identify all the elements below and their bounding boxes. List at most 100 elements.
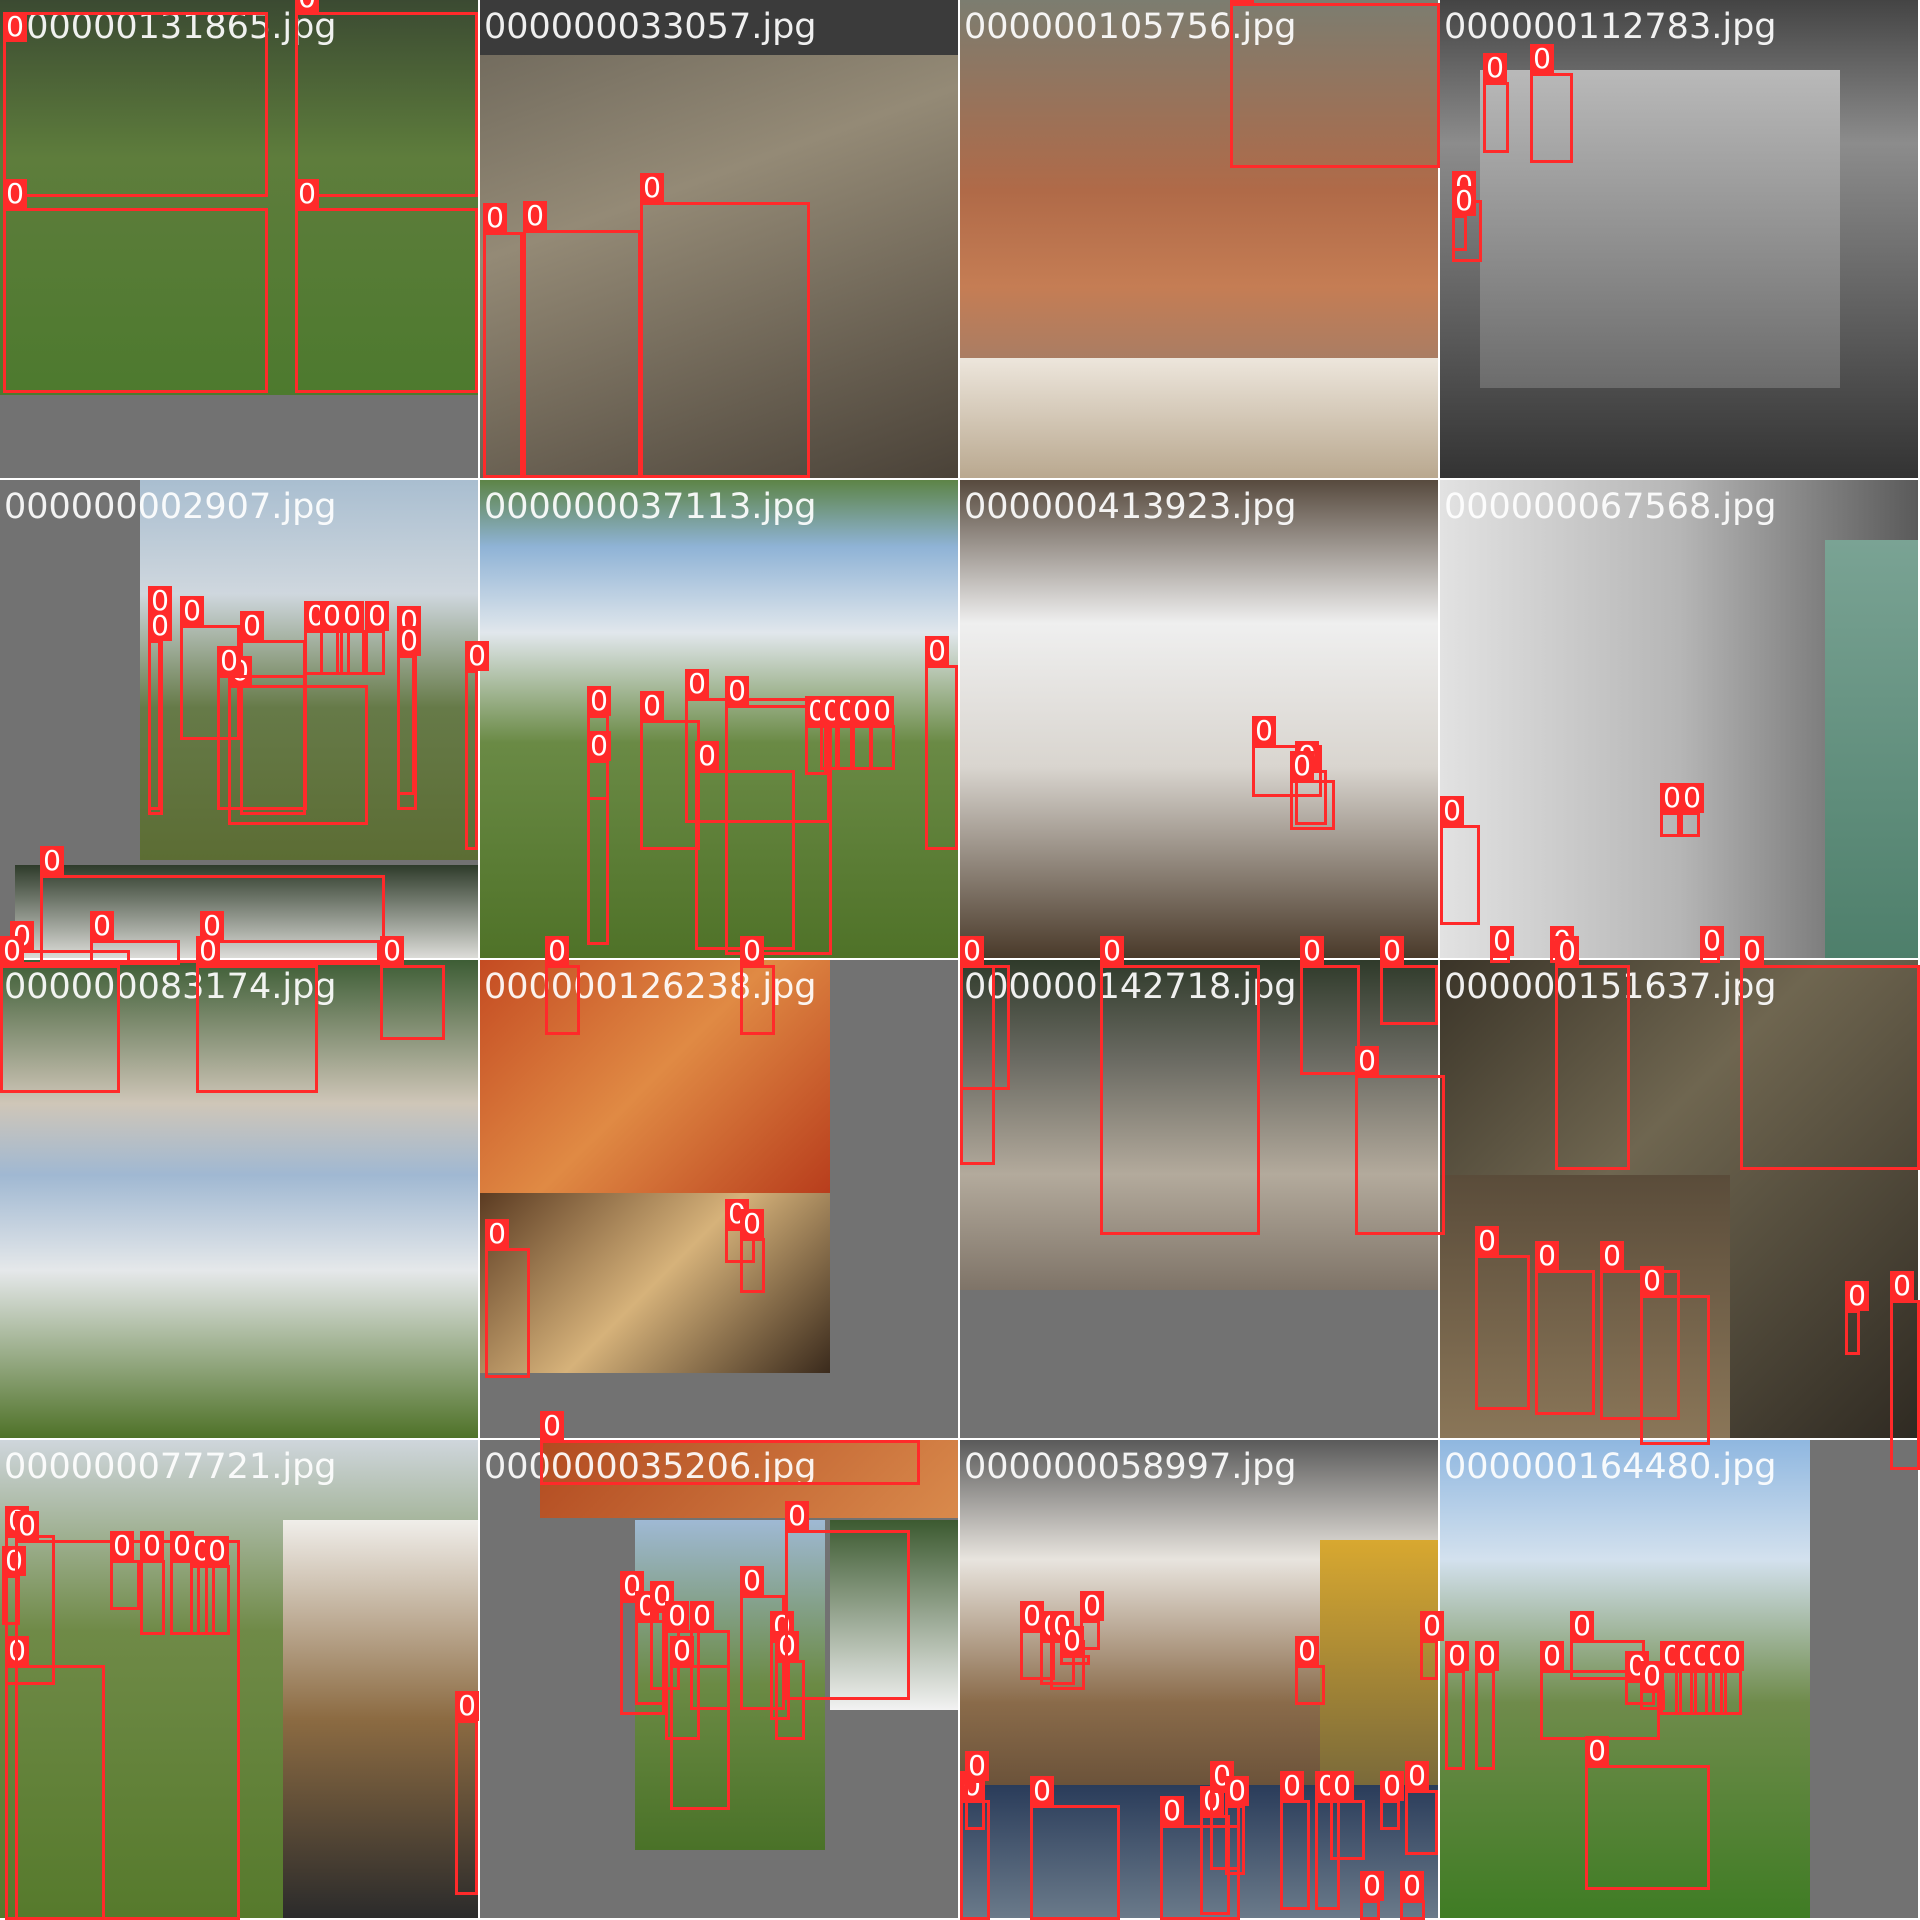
detection-class-label: 0 (740, 1209, 764, 1239)
detection-box: 0 (295, 179, 478, 393)
detection-class-label: 0 (40, 846, 64, 876)
detection-box: 0 (1720, 1641, 1744, 1715)
detection-class-label: 0 (1540, 1641, 1564, 1671)
detection-class-label: 0 (15, 1511, 39, 1541)
detection-box: 0 (1330, 1771, 1365, 1860)
detection-box: 0 (1400, 1871, 1425, 1920)
mosaic-tile: 000000067568.jpg (1440, 480, 1918, 958)
detection-box: 0 (200, 911, 380, 965)
detection-box: 0 (1060, 1626, 1090, 1665)
image-crop (140, 480, 478, 860)
detection-box: 0 (1300, 936, 1360, 1075)
detection-class-label: 0 (148, 611, 172, 641)
tile-filename: 000000035206.jpg (484, 1447, 817, 1487)
detection-class-label: 0 (1295, 1636, 1319, 1666)
detection-class-label: 0 (1360, 1871, 1384, 1901)
mosaic-tile: 000000112783.jpg (1440, 0, 1918, 478)
image-crop (960, 480, 1438, 958)
detection-class-label: 0 (217, 646, 241, 676)
detection-box: 0 (1483, 53, 1509, 153)
detection-box: 0 (90, 911, 180, 965)
detection-class-label: 0 (3, 12, 27, 42)
image-crop (480, 960, 830, 1193)
detection-box: 0 (1360, 1871, 1384, 1920)
tile-filename: 000000164480.jpg (1444, 1447, 1777, 1487)
detection-class-label: 0 (1490, 926, 1514, 956)
detection-box: 0 (1535, 1241, 1595, 1415)
image-crop (1440, 1175, 1730, 1438)
detection-box: 0 (685, 669, 830, 823)
image-crop (480, 0, 958, 478)
detection-box: 0 (725, 676, 832, 955)
detection-class-label: 0 (1400, 1871, 1424, 1901)
detection-class-label: 0 (1585, 1736, 1609, 1766)
mosaic-tile: 000000126238.jpg (480, 960, 958, 1438)
detection-box: 0 (1740, 936, 1920, 1170)
detection-class-label: 0 (665, 1601, 689, 1631)
detection-box: 0 (1252, 716, 1322, 797)
detection-box: 0 (1660, 783, 1684, 837)
detection-class-label: 0 (1740, 936, 1764, 966)
detection-class-label: 0 (960, 936, 984, 966)
tile-filename: 000000413923.jpg (964, 487, 1297, 527)
detection-class-label: 0 (1290, 751, 1314, 781)
detection-class-label: 0 (785, 1501, 809, 1531)
detection-box: 0 (640, 691, 700, 850)
detection-class-label: 0 (695, 741, 719, 771)
detection-class-label: 0 (295, 0, 319, 13)
image-crop (480, 1193, 830, 1373)
detection-box: 0 (523, 201, 641, 478)
detection-class-label: 0 (180, 596, 204, 626)
detection-class-label: 0 (690, 1601, 714, 1631)
detection-box: 0 (1295, 1636, 1325, 1705)
detection-box: 0 (2, 1546, 26, 1625)
detection-box: 0 (1585, 1736, 1710, 1890)
detection-class-label: 0 (1280, 1771, 1304, 1801)
detection-class-label: 0 (3, 179, 27, 209)
detection-box: 0 (196, 936, 318, 1093)
detection-box: 0 (1030, 1776, 1120, 1920)
detection-class-label: 0 (240, 611, 264, 641)
detection-class-label: 0 (685, 669, 709, 699)
detection-class-label: 0 (587, 731, 611, 761)
detection-class-label: 0 (196, 936, 220, 966)
detection-box: 0 (365, 601, 389, 675)
detection-box: 0 (785, 1501, 910, 1700)
detection-box: 0 (397, 626, 421, 795)
detection-box: 0 (740, 1209, 765, 1293)
detection-box: 0 (1420, 1611, 1444, 1680)
detection-class-label: 0 (1380, 1771, 1404, 1801)
detection-box: 0 (0, 936, 120, 1093)
tile-filename: 000000142718.jpg (964, 967, 1297, 1007)
detection-class-label: 0 (545, 936, 569, 966)
detection-box: 0 (1290, 751, 1335, 830)
detection-class-label: 0 (485, 1219, 509, 1249)
detection-class-label: 0 (1475, 1226, 1499, 1256)
detection-class-label: 0 (1300, 936, 1324, 966)
detection-box: 0 (483, 203, 523, 478)
mosaic-tile: 000000033057.jpg (480, 0, 958, 478)
image-crop (480, 0, 958, 55)
detection-box: 0 (140, 1531, 165, 1635)
detection-box: 0 (1700, 926, 1724, 963)
mosaic-tile: 000000131865.jpg (0, 0, 478, 478)
detection-box: 0 (295, 0, 478, 197)
detection-box: 0 (1230, 0, 1440, 168)
tile-filename: 000000112783.jpg (1444, 7, 1777, 47)
detection-box: 0 (1355, 1046, 1445, 1235)
detection-box: 0 (380, 936, 445, 1040)
detection-class-label: 0 (1845, 1281, 1869, 1311)
detection-box: 0 (217, 646, 307, 810)
detection-box: 0 (587, 731, 611, 945)
detection-box: 0 (690, 1601, 730, 1710)
image-crop (1480, 70, 1840, 388)
detection-class-label: 0 (1420, 1611, 1444, 1641)
image-crop (1320, 1540, 1438, 1785)
detection-class-label: 0 (1483, 53, 1507, 83)
tile-filename: 000000151637.jpg (1444, 967, 1777, 1007)
detection-box: 0 (340, 601, 365, 675)
detection-box: 0 (1225, 1776, 1249, 1875)
image-crop (0, 0, 478, 395)
detection-class-label: 0 (523, 201, 547, 231)
